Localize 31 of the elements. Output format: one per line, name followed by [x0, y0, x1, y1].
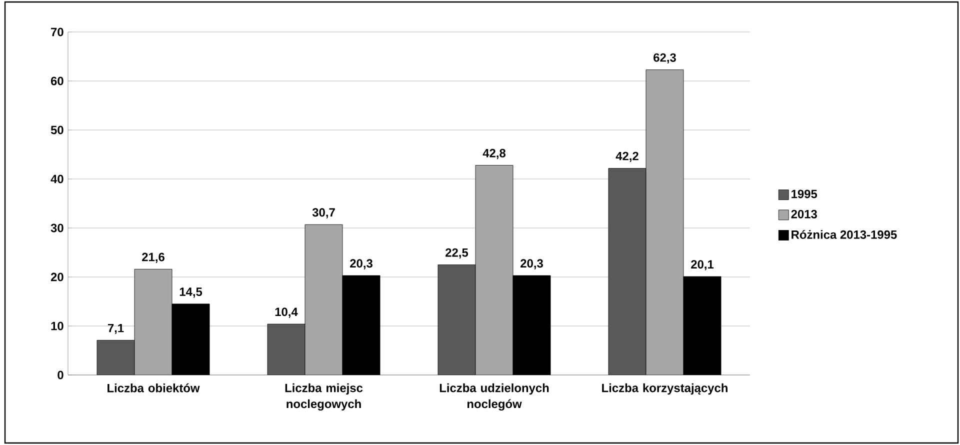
x-tick-label: Liczba miejsc noclegowych	[285, 383, 363, 411]
data-label: 42,2	[616, 152, 638, 162]
bar	[96, 340, 135, 375]
data-label: 20,1	[691, 260, 714, 270]
bar	[267, 324, 306, 375]
bar	[438, 264, 476, 375]
y-tick-label: 70	[51, 28, 64, 36]
data-label: 62,3	[654, 53, 676, 64]
y-tick-label: 0	[58, 370, 64, 380]
legend-label: Różnica 2013-1995	[792, 230, 897, 239]
data-label: 20,3	[520, 259, 543, 270]
y-tick-label: 10	[51, 322, 64, 330]
x-tick-label: Liczba korzystających	[602, 383, 728, 395]
data-label: 10,4	[275, 308, 298, 318]
data-label: 42,8	[482, 148, 506, 160]
bar	[608, 168, 646, 375]
x-tick-label: Liczba udzielonych noclegów	[440, 383, 549, 411]
y-tick-label: 60	[50, 76, 64, 86]
data-label: 21,6	[142, 252, 164, 263]
y-tick-label: 40	[50, 174, 64, 184]
data-label: 14,5	[180, 288, 202, 298]
x-tick-label: Liczba obiektów	[108, 383, 200, 392]
legend-label: 1995	[792, 190, 818, 198]
legend-label: 2013	[791, 210, 817, 218]
y-tick-label: 30	[50, 224, 64, 232]
data-label: 22,5	[446, 248, 468, 259]
data-label: 20,3	[350, 259, 372, 270]
y-tick-label: 20	[50, 272, 64, 282]
data-label: 7,1	[108, 324, 124, 334]
data-label: 30,7	[312, 208, 335, 218]
y-tick-label: 50	[50, 126, 64, 134]
